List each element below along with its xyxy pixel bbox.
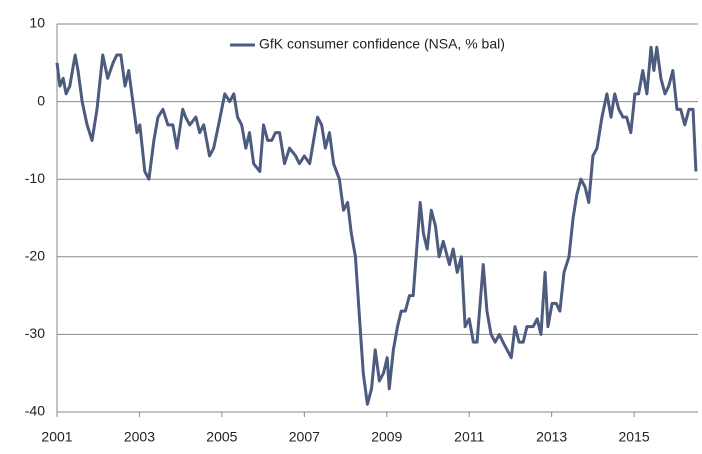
line xyxy=(55,45,698,406)
x-tick-label: 2009 xyxy=(371,429,402,445)
y-tick-label: -20 xyxy=(25,248,45,264)
x-tick-label: 2013 xyxy=(536,429,567,445)
x-tick-label: 2011 xyxy=(454,429,484,445)
y-tick-label: -40 xyxy=(25,403,45,419)
x-tick-label: 2007 xyxy=(289,429,320,445)
x-tick-label: 2005 xyxy=(206,429,237,445)
y-tick-label: -10 xyxy=(25,170,45,186)
y-tick-label: 10 xyxy=(29,15,45,31)
legend-label: GfK consumer confidence (NSA, % bal) xyxy=(259,36,505,52)
y-tick-label: -30 xyxy=(25,325,45,341)
x-tick-label: 2001 xyxy=(41,429,72,445)
y-tick-label: 0 xyxy=(37,92,45,108)
x-tick-label: 2015 xyxy=(619,429,650,445)
x-tick-label: 2003 xyxy=(124,429,155,445)
